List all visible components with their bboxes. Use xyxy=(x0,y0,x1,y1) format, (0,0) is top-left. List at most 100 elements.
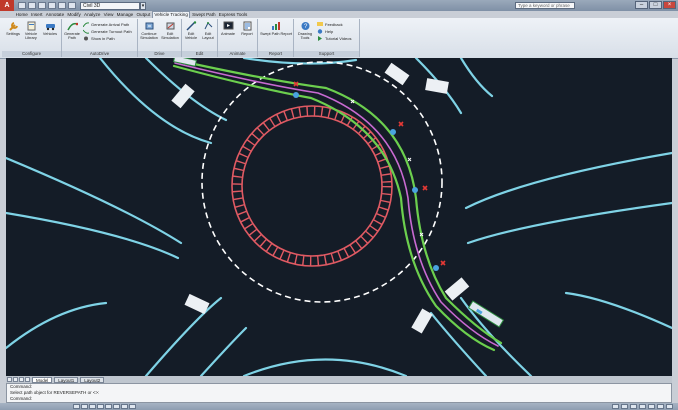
generate-turnout-path-button[interactable]: Generate Turnout Path xyxy=(83,29,132,34)
new-file-icon[interactable] xyxy=(18,2,26,9)
tab-model[interactable]: Model xyxy=(32,376,53,383)
zoom-icon[interactable] xyxy=(621,404,628,409)
road-edge xyxy=(199,326,248,376)
edit-vehicle-button[interactable]: Edit Vehicle xyxy=(183,21,199,40)
help-icon xyxy=(317,29,323,34)
osnap-toggle[interactable] xyxy=(105,404,112,409)
tab-annotate[interactable]: Annotate xyxy=(45,12,65,17)
lineweight-toggle[interactable] xyxy=(129,404,136,409)
edit-simulation-button[interactable]: Edit Simulation xyxy=(160,21,180,40)
tab-manage[interactable]: Manage xyxy=(116,12,134,17)
support-icon: ? xyxy=(300,21,311,31)
show-in-path-button[interactable]: Show in Path xyxy=(83,36,115,41)
arrival-path-icon xyxy=(83,22,89,27)
swept-path-report-button[interactable]: Swept Path Report xyxy=(260,21,292,36)
next-layout-icon[interactable] xyxy=(19,377,24,382)
prev-layout-icon[interactable] xyxy=(13,377,18,382)
maximize-button[interactable]: □ xyxy=(649,1,662,9)
tutorial-videos-button[interactable]: Tutorial Videos xyxy=(317,36,351,41)
feedback-label: Feedback xyxy=(325,22,343,27)
road-edge xyxy=(144,296,223,376)
tab-insert[interactable]: Insert xyxy=(31,12,43,17)
otrack-toggle[interactable] xyxy=(113,404,120,409)
road-edge xyxy=(242,358,408,376)
clean-screen-icon[interactable] xyxy=(666,404,673,409)
grid-toggle[interactable] xyxy=(81,404,88,409)
path-node[interactable] xyxy=(390,129,396,135)
vehicle-start[interactable] xyxy=(173,58,197,67)
central-island-inner xyxy=(241,115,383,257)
edit-simulation-label: Edit Simulation xyxy=(161,32,179,41)
annotation-scale-icon[interactable] xyxy=(639,404,646,409)
crosswalk xyxy=(444,277,470,301)
panel-title-drive: Drive xyxy=(138,51,181,57)
layout-icon xyxy=(203,21,214,31)
central-island-outer xyxy=(231,105,393,267)
tab-layout2[interactable]: Layout2 xyxy=(80,376,105,383)
path-node[interactable] xyxy=(293,92,299,98)
drawing-tools-button[interactable]: ? Drawing Tools xyxy=(295,21,315,40)
command-input[interactable]: Command: xyxy=(10,396,33,401)
road-edge xyxy=(6,301,108,350)
print-icon[interactable] xyxy=(68,2,76,9)
lock-icon[interactable] xyxy=(657,404,664,409)
ortho-toggle[interactable] xyxy=(89,404,96,409)
generate-path-button[interactable]: Generate Path xyxy=(63,21,81,40)
settings-button[interactable]: Settings xyxy=(4,21,22,36)
workspace-switch-icon[interactable] xyxy=(648,404,655,409)
vehicle-library-button[interactable]: Vehicle Library xyxy=(22,21,40,40)
open-file-icon[interactable] xyxy=(28,2,36,9)
redo-icon[interactable] xyxy=(58,2,66,9)
snap-toggle[interactable] xyxy=(73,404,80,409)
undo-icon[interactable] xyxy=(48,2,56,9)
pan-icon[interactable] xyxy=(630,404,637,409)
edit-vehicle-label: Edit Vehicle xyxy=(184,32,198,41)
continue-simulation-button[interactable]: Continue Simulation xyxy=(139,21,159,40)
tab-swept-path[interactable]: Swept Path xyxy=(192,12,216,17)
show-in-path-label: Show in Path xyxy=(91,36,115,41)
polar-toggle[interactable] xyxy=(97,404,104,409)
animate-button[interactable]: Animate xyxy=(219,21,237,36)
tab-output[interactable]: Output xyxy=(136,12,151,17)
path-node[interactable] xyxy=(412,187,418,193)
feedback-icon xyxy=(317,22,323,26)
tab-express-tools[interactable]: Express Tools xyxy=(218,12,248,17)
tab-layout1[interactable]: Layout1 xyxy=(54,376,79,383)
tab-view[interactable]: View xyxy=(103,12,114,17)
help-search-input[interactable]: Type a keyword or phrase xyxy=(515,2,575,9)
model-space-icon[interactable] xyxy=(612,404,619,409)
title-bar: A Civil 3D ▾ Type a keyword or phrase – … xyxy=(0,0,678,11)
panel-edit: Edit Vehicle Edit Layout Edit xyxy=(182,19,218,57)
dynamic-input-toggle[interactable] xyxy=(121,404,128,409)
generate-arrival-path-button[interactable]: Generate Arrival Path xyxy=(83,22,129,27)
ribbon: Settings Vehicle Library Vehicles Config… xyxy=(0,18,678,59)
path-node[interactable] xyxy=(433,265,439,271)
tab-modify[interactable]: Modify xyxy=(67,12,81,17)
road-edge xyxy=(459,296,533,376)
last-layout-icon[interactable] xyxy=(25,377,30,382)
close-button[interactable]: × xyxy=(663,1,676,9)
panel-report: Swept Path Report Report xyxy=(258,19,294,57)
tab-analyze[interactable]: Analyze xyxy=(84,12,101,17)
vehicles-button[interactable]: Vehicles xyxy=(41,21,59,36)
tab-vehicle-tracking[interactable]: Vehicle Tracking xyxy=(151,11,191,18)
edit-layout-button[interactable]: Edit Layout xyxy=(200,21,216,40)
drawing-canvas[interactable] xyxy=(6,58,672,376)
vehicle-end[interactable] xyxy=(467,300,505,328)
edit-vehicle-icon xyxy=(185,21,197,31)
report-button[interactable]: Report xyxy=(238,21,256,36)
application-menu-button[interactable]: A xyxy=(0,0,14,11)
road-edge xyxy=(6,156,183,245)
workspace-select[interactable]: Civil 3D xyxy=(80,1,140,10)
chevron-down-icon[interactable]: ▾ xyxy=(140,1,146,10)
help-button[interactable]: Help xyxy=(317,29,333,34)
command-prompt: Select path object for REVERSEPATH or <>… xyxy=(10,390,100,395)
tab-home[interactable]: Home xyxy=(15,12,28,17)
command-line[interactable]: Command: Select path object for REVERSEP… xyxy=(6,383,672,403)
save-icon[interactable] xyxy=(38,2,46,9)
feedback-button[interactable]: Feedback xyxy=(317,22,343,27)
minimize-button[interactable]: – xyxy=(635,1,648,9)
first-layout-icon[interactable] xyxy=(7,377,12,382)
crosswalks xyxy=(171,62,470,334)
roundabout-drawing[interactable] xyxy=(6,58,672,376)
